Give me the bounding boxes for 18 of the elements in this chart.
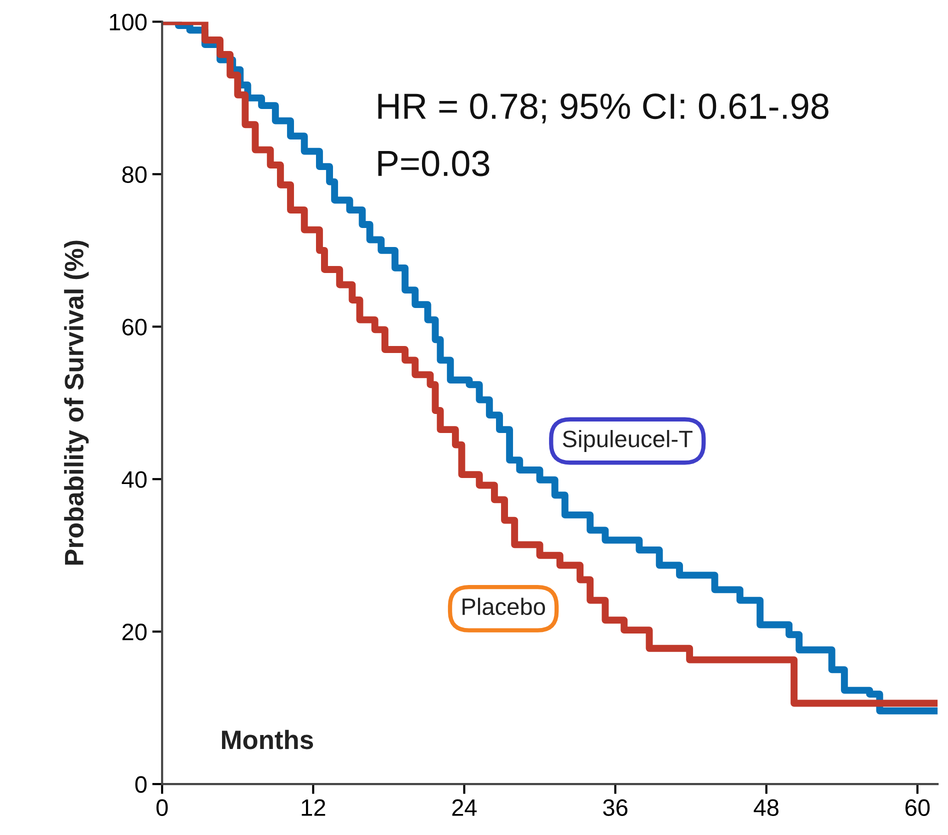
- series-label: Sipuleucel-T: [562, 430, 692, 452]
- x-axis-title: Months: [222, 730, 313, 750]
- y-axis-title: Probability of Survival (%): [64, 240, 89, 565]
- x-tick-label: 0: [156, 799, 168, 816]
- x-tick-label: 36: [603, 799, 628, 816]
- y-tick-label: 80: [122, 166, 147, 183]
- y-tick-label: 0: [135, 776, 147, 793]
- x-tick-label: 24: [452, 799, 477, 816]
- series-label: Placebo: [462, 598, 545, 616]
- x-tick-label: 48: [754, 799, 778, 816]
- y-tick-label: 60: [122, 318, 147, 336]
- annotation: P=0.03: [378, 150, 490, 176]
- y-tick-label: 100: [110, 14, 147, 30]
- x-tick-label: 60: [906, 799, 930, 816]
- annotation: HR = 0.78; 95% CI: 0.61-.98: [378, 94, 828, 124]
- y-tick-label: 40: [122, 471, 147, 488]
- x-tick-label: 12: [302, 799, 326, 816]
- y-tick-label: 20: [122, 624, 147, 640]
